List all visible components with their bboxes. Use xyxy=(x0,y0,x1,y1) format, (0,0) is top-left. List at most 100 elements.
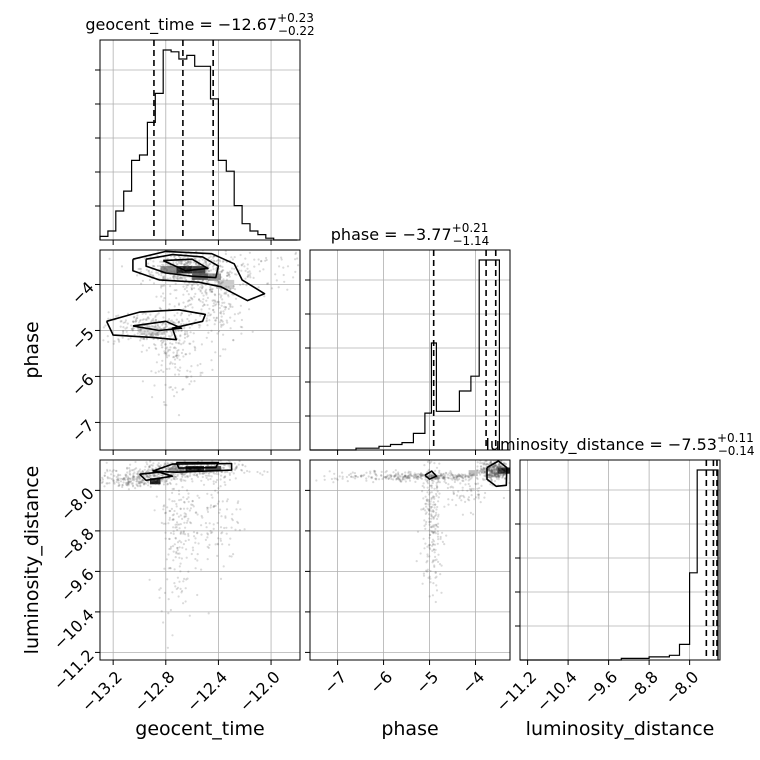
scatter-point xyxy=(128,470,131,473)
scatter-point xyxy=(241,463,244,466)
scatter-point xyxy=(179,532,182,536)
title-value: luminosity_distance = −7.53 xyxy=(485,435,716,455)
scatter-point xyxy=(219,577,223,581)
scatter-point xyxy=(204,474,207,477)
scatter-point xyxy=(439,535,442,539)
scatter-point xyxy=(239,253,242,257)
scatter-point xyxy=(470,477,473,480)
scatter-point xyxy=(297,264,300,267)
scatter-point xyxy=(142,318,145,321)
scatter-point xyxy=(154,326,157,329)
scatter-point xyxy=(156,331,159,334)
scatter-point xyxy=(429,520,432,523)
scatter-point xyxy=(475,496,478,499)
scatter-point xyxy=(205,280,209,283)
scatter-point xyxy=(220,276,223,279)
scatter-point xyxy=(442,476,446,479)
scatter-point xyxy=(220,281,223,284)
scatter-point xyxy=(219,485,222,488)
scatter-point xyxy=(125,326,129,329)
scatter-point xyxy=(169,608,172,612)
scatter-point xyxy=(234,528,237,531)
scatter-point xyxy=(160,480,163,483)
scatter-point xyxy=(154,325,157,328)
scatter-point xyxy=(176,275,179,278)
scatter-point xyxy=(492,471,495,475)
scatter-point xyxy=(212,527,215,531)
scatter-point xyxy=(417,475,420,478)
scatter-point xyxy=(128,480,131,483)
scatter-point xyxy=(433,487,436,490)
scatter-point xyxy=(435,523,438,526)
scatter-point xyxy=(179,276,182,279)
scatter-point xyxy=(137,267,140,271)
scatter-point xyxy=(197,269,200,272)
scatter-point xyxy=(155,318,158,321)
frame-layer xyxy=(99,39,721,661)
scatter-point xyxy=(177,302,181,305)
scatter-point xyxy=(186,270,189,273)
scatter-point xyxy=(177,489,181,492)
scatter-point xyxy=(412,474,416,477)
scatter-point xyxy=(490,457,492,459)
scatter-point xyxy=(194,349,197,352)
x-axis-label-luminosity_distance: luminosity_distance xyxy=(526,718,715,740)
scatter-point xyxy=(453,476,456,479)
scatter-point xyxy=(158,326,161,329)
scatter-point xyxy=(456,475,459,478)
scatter-point xyxy=(419,473,422,476)
scatter-point xyxy=(413,477,416,480)
scatter-point xyxy=(479,473,482,476)
scatter-point xyxy=(488,468,491,471)
scatter-point xyxy=(169,320,172,323)
scatter-point xyxy=(202,278,205,281)
scatter-point xyxy=(126,467,129,470)
scatter-point xyxy=(245,284,248,287)
scatter-point xyxy=(183,577,186,581)
scatter-point xyxy=(498,464,501,467)
scatter-point xyxy=(476,465,479,468)
scatter-point xyxy=(435,481,438,484)
scatter-point xyxy=(491,474,494,477)
scatter-point xyxy=(455,475,458,478)
scatter-point xyxy=(213,323,216,326)
scatter-point xyxy=(497,472,500,475)
scatter-point xyxy=(435,584,438,587)
scatter-point xyxy=(218,511,221,514)
scatter-point xyxy=(190,264,193,268)
scatter-point xyxy=(194,465,197,468)
scatter-point xyxy=(323,475,326,478)
scatter-point xyxy=(165,558,168,561)
scatter-point xyxy=(406,476,409,479)
scatter-point xyxy=(164,537,167,540)
scatter-point xyxy=(214,351,217,354)
scatter-point xyxy=(363,473,366,476)
scatter-point xyxy=(194,557,197,561)
scatter-point xyxy=(422,508,425,511)
scatter-point xyxy=(198,471,201,475)
scatter-point xyxy=(415,475,418,478)
scatter-point xyxy=(503,472,506,475)
scatter-point xyxy=(174,466,177,469)
scatter-point xyxy=(132,320,135,323)
y-axis-label-luminosity_distance: luminosity_distance xyxy=(21,466,43,655)
scatter-point xyxy=(184,264,188,267)
scatter-point xyxy=(243,528,246,531)
scatter-point xyxy=(178,276,181,279)
scatter-point xyxy=(219,539,222,542)
scatter-point xyxy=(170,333,174,337)
scatter-point xyxy=(495,473,498,476)
scatter-point xyxy=(450,473,453,476)
density-cell xyxy=(168,467,185,473)
scatter-point xyxy=(432,516,435,519)
scatter-point xyxy=(112,479,115,482)
scatter-point xyxy=(420,473,423,476)
contour-line xyxy=(152,462,233,473)
histogram-geocent_time xyxy=(99,49,298,241)
scatter-point xyxy=(183,469,187,472)
scatter-point xyxy=(107,317,110,320)
scatter-point xyxy=(187,265,190,268)
scatter-point xyxy=(407,474,410,478)
scatter-point xyxy=(153,509,156,512)
scatter-point xyxy=(205,456,207,458)
